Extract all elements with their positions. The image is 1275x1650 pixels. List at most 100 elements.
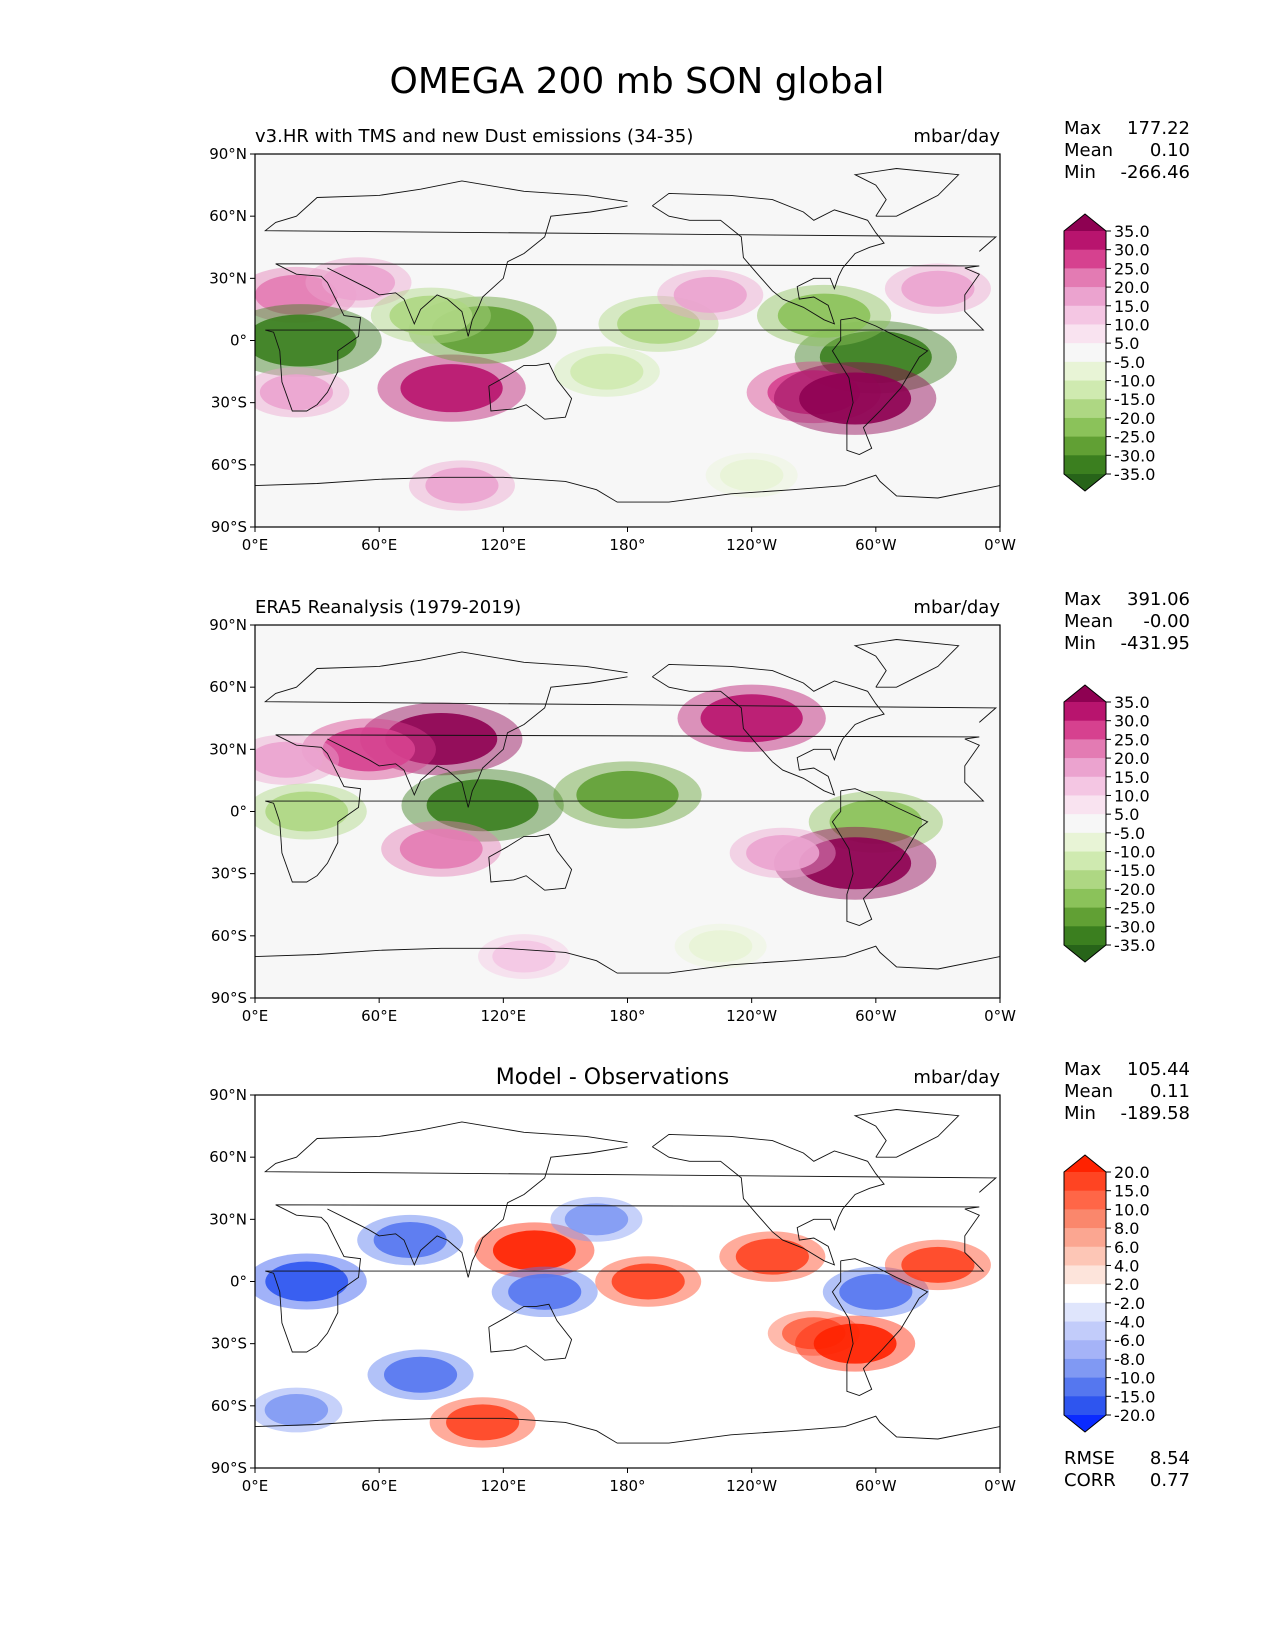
colorbar-label: -15.0 (1114, 390, 1155, 409)
colorbar-swatch (1064, 795, 1106, 815)
colorbar-label: 4.0 (1114, 1256, 1139, 1275)
colorbar-label: -35.0 (1114, 936, 1155, 955)
field-atlantic-itcz-bias (901, 1246, 975, 1283)
lon-tick-label: 60°W (855, 1477, 897, 1495)
field-amazon-bias (839, 1273, 913, 1310)
colorbar-label: 6.0 (1114, 1238, 1139, 1257)
corr-label: CORR (1064, 1470, 1116, 1491)
field-central-africa-bias (265, 1261, 349, 1302)
colorbar-swatch (1064, 436, 1106, 456)
coastline-1 (264, 651, 998, 723)
field-blobs (255, 1196, 991, 1448)
field-south-africa-subsidence (259, 374, 333, 411)
stats-value: -189.58 (1121, 1103, 1190, 1124)
field-indian-ocean-subsidence (399, 828, 483, 869)
stats-value: 105.44 (1127, 1059, 1190, 1080)
colorbar-swatch (1064, 1358, 1106, 1379)
coastline-0 (265, 263, 985, 412)
coastline-2 (327, 205, 628, 337)
colorbar-swatch (1064, 343, 1106, 363)
colorbar-swatch (1064, 1340, 1106, 1360)
coastline-4 (652, 1133, 885, 1266)
field-north-africa-subsidence (255, 741, 323, 778)
colorbar-label: 25.0 (1114, 730, 1150, 749)
lat-tick-label: 0° (230, 1273, 247, 1291)
field-central-america-ascent (777, 293, 871, 338)
lat-tick-label: 30°S (211, 865, 247, 883)
panel-test: 90°N 60°N 30°N 0° 30°S 60°S 90°S0°E 60°E 120°E 18… (209, 118, 1190, 554)
field-india-bias (373, 1222, 447, 1259)
coastline-4 (652, 663, 885, 796)
stats-label: Mean (1064, 1081, 1113, 1102)
colorbar-swatch (1064, 888, 1106, 909)
colorbar-swatch (1064, 305, 1106, 325)
coastlines (255, 639, 1000, 974)
lat-tick-label: 30°S (211, 1335, 247, 1353)
lon-tick-label: 60°W (855, 536, 897, 554)
stats-label: Max (1064, 1059, 1102, 1080)
lon-tick-label: 0°E (242, 1477, 269, 1495)
panel-title: ERA5 Reanalysis (1979-2019) (255, 597, 521, 618)
stats-value: -431.95 (1121, 633, 1190, 654)
colorbar: 35.030.025.020.015.010.05.0-5.0-10.0-15.… (1063, 213, 1155, 492)
colorbar-swatch (1064, 1396, 1106, 1416)
lon-tick-label: 120°W (726, 1007, 777, 1025)
colorbar-label: -5.0 (1114, 824, 1145, 843)
colorbar-label: 10.0 (1114, 315, 1150, 334)
colorbar-label: 5.0 (1114, 334, 1139, 353)
colorbar-label: -15.0 (1114, 1387, 1155, 1406)
stats-value: 0.10 (1150, 140, 1190, 161)
field-south-pacific-convergence-zone (570, 353, 644, 390)
colorbar-swatch (1064, 1321, 1106, 1341)
lat-tick-label: 90°N (209, 616, 247, 634)
field-north-atlantic-subsidence (901, 270, 975, 307)
colorbar-label: -25.0 (1114, 428, 1155, 447)
lon-tick-label: 120°W (726, 1477, 777, 1495)
colorbar-swatch (1064, 926, 1106, 946)
colorbar-swatch (1064, 1302, 1106, 1323)
field-bay-of-bengal-ascent (389, 295, 473, 336)
colorbar-extend-min (1064, 945, 1106, 962)
field-andes-subsidence (799, 837, 912, 890)
colorbar-swatch (1064, 832, 1106, 853)
lon-tick-label: 180° (609, 536, 645, 554)
colorbar-swatch (1064, 1377, 1106, 1397)
lat-tick-label: 60°S (211, 1397, 247, 1415)
colorbar-label: 35.0 (1114, 222, 1150, 241)
colorbar-swatch (1064, 776, 1106, 796)
lat-tick-label: 90°N (209, 145, 247, 163)
lon-tick-label: 180° (609, 1007, 645, 1025)
stats-label: Min (1064, 162, 1096, 183)
stats-value: 391.06 (1127, 589, 1190, 610)
colorbar-swatch (1064, 249, 1106, 269)
stats-label: Min (1064, 1103, 1096, 1124)
lat-tick-label: 60°S (211, 927, 247, 945)
coastline-4 (652, 192, 885, 325)
lat-tick-label: 90°N (209, 1086, 247, 1104)
field-indian-ocean-south-bias (383, 1356, 458, 1393)
field-western-pacific-bias (492, 1230, 576, 1271)
coastline-6 (853, 1109, 960, 1158)
coastline-2 (327, 1146, 628, 1278)
field-amazon-ascent (829, 799, 923, 844)
colorbar-label: 15.0 (1114, 1182, 1150, 1201)
colorbar-label: 35.0 (1114, 693, 1150, 712)
colorbar-extend-max (1064, 214, 1106, 231)
coastline-1 (264, 1121, 998, 1193)
field-antarctic-coast-subsidence (425, 467, 499, 504)
colorbar-swatch (1064, 1190, 1106, 1210)
coastline-5 (831, 788, 929, 926)
lon-tick-label: 0°W (984, 1007, 1016, 1025)
coastline-6 (853, 639, 960, 688)
coastline-1 (264, 180, 998, 252)
field-east-pacific-itcz-bias (735, 1238, 809, 1275)
colorbar-swatch (1064, 268, 1106, 288)
colorbar-label: 10.0 (1114, 1200, 1150, 1219)
colorbar-label: -10.0 (1114, 372, 1155, 391)
field-southern-indian-ocean-subsidence (400, 364, 503, 413)
colorbar-swatch (1064, 1246, 1106, 1266)
colorbar-label: 2.0 (1114, 1275, 1139, 1294)
colorbar-label: -20.0 (1114, 409, 1155, 428)
coastline-3 (488, 362, 573, 420)
colorbar-label: -2.0 (1114, 1294, 1145, 1313)
